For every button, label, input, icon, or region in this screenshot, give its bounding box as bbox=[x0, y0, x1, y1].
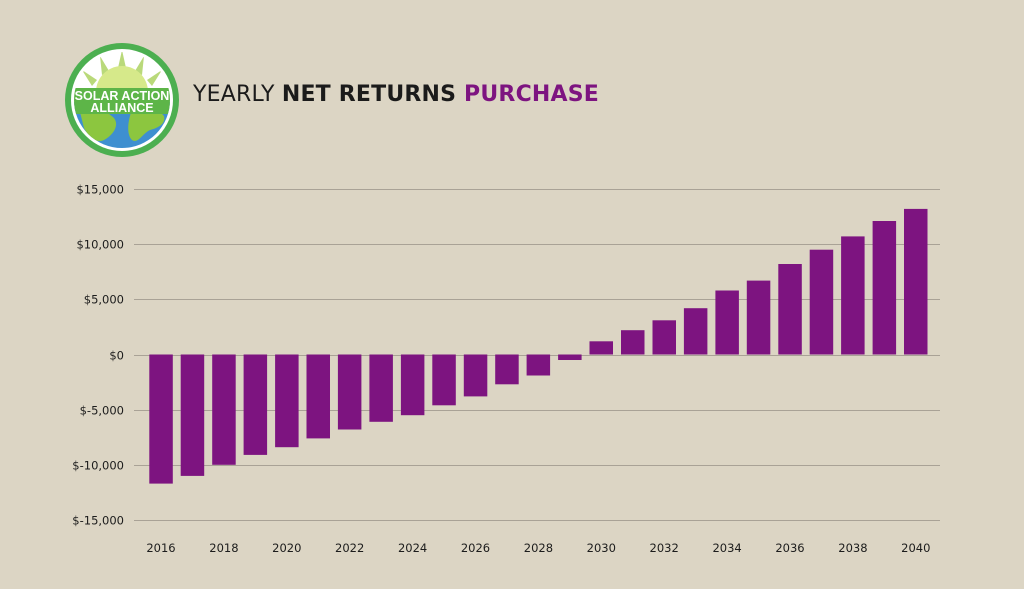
y-tick-label: $-5,000 bbox=[80, 404, 124, 418]
sun-rays bbox=[82, 52, 162, 86]
logo-banner bbox=[74, 88, 170, 114]
bar-2038 bbox=[841, 236, 865, 355]
bar-2016 bbox=[149, 354, 173, 484]
x-tick-label: 2024 bbox=[398, 541, 427, 555]
y-tick-label: $-15,000 bbox=[72, 514, 124, 528]
bar-2021 bbox=[306, 354, 330, 439]
bar-2037 bbox=[809, 249, 834, 355]
grid-lines bbox=[134, 189, 940, 521]
bar-2019 bbox=[243, 354, 268, 455]
chart-title-part2: NET RETURNS bbox=[281, 82, 465, 107]
x-tick-label: 2038 bbox=[838, 541, 867, 555]
bar-2034 bbox=[715, 290, 739, 355]
globe-land-left bbox=[80, 109, 117, 142]
bar-2033 bbox=[683, 308, 708, 355]
bars bbox=[149, 208, 928, 484]
x-tick-label: 2040 bbox=[901, 541, 930, 555]
bar-2030 bbox=[589, 341, 613, 355]
chart-title: YEARLY NET RETURNS PURCHASE bbox=[193, 82, 599, 107]
y-tick-label: $10,000 bbox=[76, 238, 124, 252]
x-tick-label: 2034 bbox=[712, 541, 741, 555]
x-axis-tick-labels: 2016 2018 2020 2022 2024 2026 2028 2030 2032 2034… bbox=[146, 541, 930, 555]
bar-2039 bbox=[872, 221, 897, 355]
x-tick-label: 2028 bbox=[524, 541, 553, 555]
bar-2023 bbox=[369, 354, 393, 422]
bar-2018 bbox=[212, 354, 236, 465]
bar-2022 bbox=[337, 354, 362, 430]
bar-2020 bbox=[275, 354, 299, 448]
y-tick-label: $-10,000 bbox=[72, 459, 124, 473]
x-tick-label: 2036 bbox=[775, 541, 804, 555]
globe-land-right bbox=[128, 107, 165, 141]
bar-2026 bbox=[463, 354, 488, 397]
bar-2017 bbox=[180, 354, 205, 476]
y-tick-label: $15,000 bbox=[76, 183, 124, 197]
logo: SOLAR ACTION ALLIANCE bbox=[62, 40, 182, 160]
bar-2031 bbox=[621, 330, 645, 355]
y-tick-label: $5,000 bbox=[84, 293, 124, 307]
x-tick-label: 2032 bbox=[650, 541, 679, 555]
bar-2025 bbox=[432, 354, 456, 406]
y-tick-label: $0 bbox=[109, 349, 124, 363]
bar-2028 bbox=[526, 354, 551, 376]
bar-2024 bbox=[400, 354, 425, 416]
bar-2029 bbox=[558, 354, 582, 360]
logo-text-line1: SOLAR ACTION bbox=[75, 89, 170, 103]
x-tick-label: 2026 bbox=[461, 541, 490, 555]
bar-2027 bbox=[495, 354, 519, 385]
globe-sun-icon: SOLAR ACTION ALLIANCE bbox=[65, 43, 179, 157]
x-tick-label: 2016 bbox=[146, 541, 175, 555]
y-axis-tick-labels: $15,000 $10,000 $5,000 $0 $-5,000 $-10,000 $-1… bbox=[72, 183, 124, 528]
x-tick-label: 2020 bbox=[272, 541, 301, 555]
bar-2040 bbox=[904, 208, 928, 355]
chart-title-part3: PURCHASE bbox=[464, 82, 600, 107]
bar-2036 bbox=[778, 264, 802, 355]
bar-2035 bbox=[746, 280, 771, 355]
logo-text-line2: ALLIANCE bbox=[90, 101, 153, 115]
x-tick-label: 2018 bbox=[209, 541, 238, 555]
chart-title-part1: YEARLY bbox=[193, 82, 282, 107]
x-tick-label: 2022 bbox=[335, 541, 364, 555]
bar-2032 bbox=[652, 320, 676, 355]
x-tick-label: 2030 bbox=[587, 541, 616, 555]
